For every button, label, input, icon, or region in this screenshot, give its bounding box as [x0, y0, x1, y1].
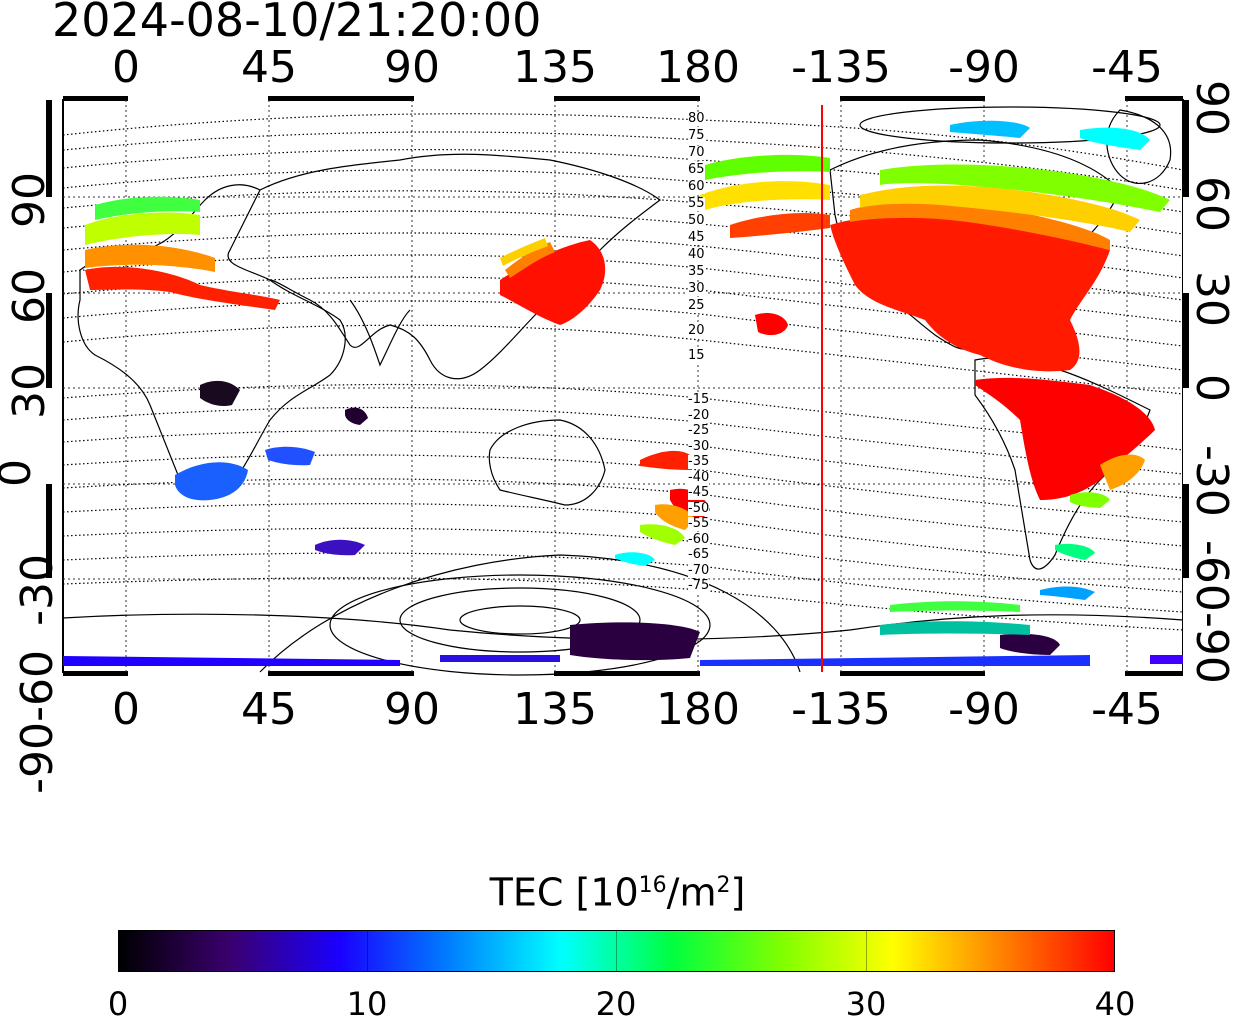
- contour-label: 25: [688, 298, 705, 313]
- contour-label: 30: [688, 281, 705, 296]
- top-lon-label: -90: [948, 42, 1020, 93]
- contour-label: -65: [688, 547, 710, 562]
- top-lon-label: 0: [112, 42, 140, 93]
- right-lat-label: -30: [1186, 445, 1235, 517]
- right-lat-label: -90: [1186, 612, 1235, 684]
- contour-label: -15: [688, 392, 710, 407]
- bottom-lon-label: 45: [241, 684, 297, 735]
- map-title: 2024-08-10/21:20:00: [52, 0, 542, 47]
- contour-label: 55: [688, 196, 705, 211]
- bottom-lon-label: 0: [112, 684, 140, 735]
- contour-label: 45: [688, 230, 705, 245]
- colorbar-title: TEC [1016/m2]: [489, 870, 746, 915]
- right-lat-label: -60: [1186, 540, 1235, 612]
- top-lon-label: -45: [1091, 42, 1163, 93]
- bottom-lon-label: -45: [1091, 684, 1163, 735]
- left-lat-label: 30: [4, 363, 55, 419]
- contour-label: -55: [688, 516, 710, 531]
- bottom-lon-label: 135: [513, 684, 597, 735]
- contour-label: -45: [688, 485, 710, 500]
- contour-label: -70: [688, 562, 710, 578]
- right-lat-label: 90: [1186, 80, 1235, 136]
- contour-label: 65: [688, 162, 705, 177]
- contour-label: 60: [688, 179, 705, 194]
- contour-label: -25: [688, 423, 710, 438]
- tec-data: [63, 120, 1183, 666]
- top-lon-label: 45: [241, 42, 297, 93]
- colorbar-tick-label: 40: [1094, 985, 1136, 1023]
- bottom-lon-label: -90: [948, 684, 1020, 735]
- left-lat-label: -60: [11, 650, 63, 722]
- contour-label: -40: [688, 469, 710, 485]
- contour-label: 75: [688, 128, 705, 143]
- bottom-lon-label: -135: [791, 684, 891, 735]
- left-lat-label: -30: [11, 554, 63, 626]
- left-lat-label: 60: [4, 268, 55, 324]
- colorbar-tick-label: 20: [595, 985, 637, 1023]
- bottom-lon-label: 180: [656, 684, 740, 735]
- colorbar-tick-label: 0: [107, 985, 129, 1023]
- right-lat-label: 0: [1186, 374, 1235, 402]
- contour-label: 20: [688, 323, 705, 338]
- top-lon-label: 135: [513, 42, 597, 93]
- left-lat-label: -90: [11, 722, 63, 794]
- bottom-lon-label: 90: [384, 684, 440, 735]
- contour-label: 50: [688, 213, 705, 228]
- frame-tick-gaps: [46, 96, 1189, 676]
- contour-label: -30: [688, 438, 710, 454]
- left-lat-label: 90: [4, 172, 55, 228]
- right-lat-label: 30: [1186, 271, 1235, 327]
- contour-label: 35: [688, 264, 705, 279]
- top-lon-label: -135: [791, 42, 891, 93]
- contour-label: -60: [688, 531, 710, 547]
- contour-label: 80: [688, 111, 705, 126]
- contour-label: 15: [688, 348, 705, 363]
- contour-label: -20: [688, 407, 710, 423]
- contour-label: -50: [688, 500, 710, 516]
- colorbar-tick-label: 30: [845, 985, 887, 1023]
- left-lat-label: 0: [0, 459, 41, 487]
- top-lon-label: 90: [384, 42, 440, 93]
- right-lat-label: 60: [1186, 176, 1235, 232]
- frame-ticks: [46, 96, 1189, 676]
- tec-colorbar: [118, 930, 1115, 972]
- contour-label: 70: [688, 145, 705, 160]
- colorbar-tick-label: 10: [346, 985, 388, 1023]
- contour-label: -75: [688, 578, 710, 593]
- contour-label: -35: [688, 454, 710, 469]
- contour-label: 40: [688, 247, 705, 262]
- top-lon-label: 180: [656, 42, 740, 93]
